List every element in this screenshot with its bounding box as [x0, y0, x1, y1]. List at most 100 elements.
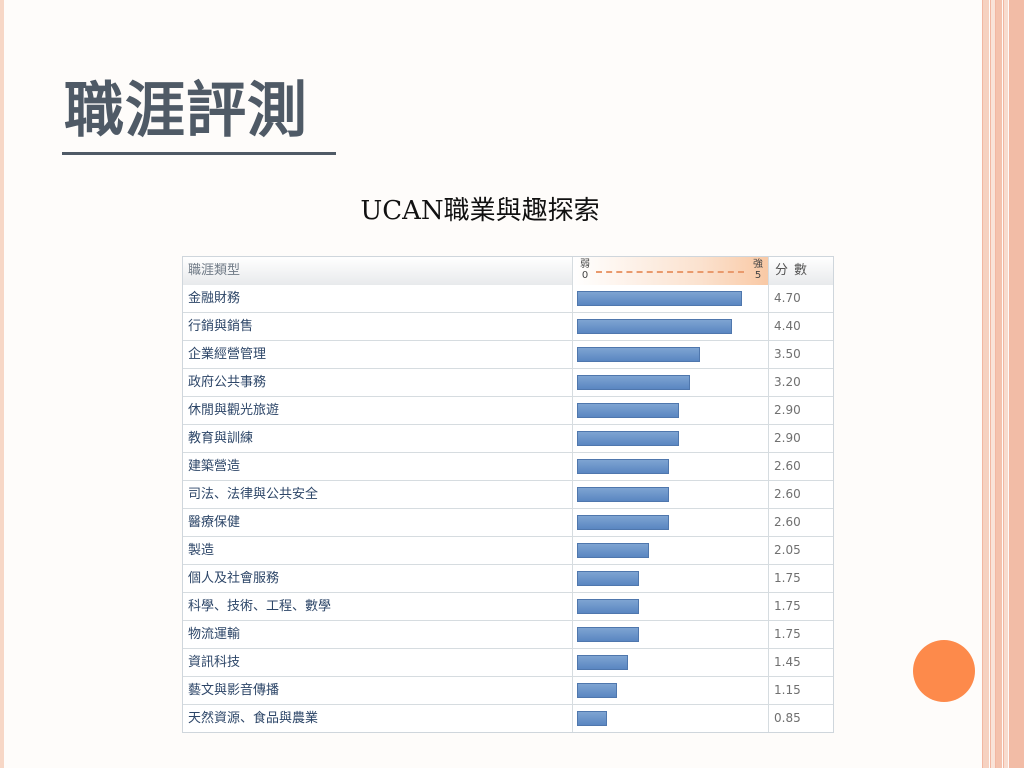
score-value: 2.90	[774, 431, 801, 445]
bar-cell	[573, 649, 769, 676]
table-row: 休閒與觀光旅遊 2.90	[183, 396, 833, 424]
table-row: 司法、法律與公共安全 2.60	[183, 480, 833, 508]
bar-cell	[573, 313, 769, 340]
scale-max-value: 5	[754, 270, 762, 281]
score-bar	[577, 319, 732, 334]
category-label: 醫療保健	[183, 509, 573, 536]
bar-cell	[573, 621, 769, 648]
scale-strong-label: 強 5	[753, 259, 763, 281]
table-row: 製造 2.05	[183, 536, 833, 564]
chart-title: UCAN職業與趣探索	[360, 196, 600, 226]
category-label: 個人及社會服務	[183, 565, 573, 592]
score-value: 1.45	[774, 655, 801, 669]
right-frame-stripe	[982, 0, 989, 768]
bar-cell	[573, 565, 769, 592]
score-bar	[577, 627, 639, 642]
bar-cell	[573, 285, 769, 312]
score-bar	[577, 459, 669, 474]
score-bar	[577, 403, 679, 418]
score-bar	[577, 487, 669, 502]
table-row: 藝文與影音傳播 1.15	[183, 676, 833, 704]
table-row: 物流運輸 1.75	[183, 620, 833, 648]
score-value: 1.75	[774, 599, 801, 613]
bar-cell	[573, 593, 769, 620]
score-value: 2.60	[774, 487, 801, 501]
bar-cell	[573, 425, 769, 452]
header-category: 職涯類型	[183, 257, 573, 285]
category-label: 教育與訓練	[183, 425, 573, 452]
score-bar	[577, 683, 617, 698]
table-row: 教育與訓練 2.90	[183, 424, 833, 452]
table-row: 金融財務 4.70	[183, 285, 833, 312]
right-frame-stripe	[1009, 0, 1024, 768]
scale-weak-text: 弱	[580, 259, 590, 270]
title-underline	[62, 152, 336, 155]
category-label: 企業經營管理	[183, 341, 573, 368]
career-score-table: 職涯類型 弱 0 強 5 分數 金融財務 4.70 行銷與銷售 4.40 企業經營管理 3…	[182, 256, 834, 733]
slide-title: 職涯評測	[64, 76, 308, 146]
score-value: 2.90	[774, 403, 801, 417]
table-body: 金融財務 4.70 行銷與銷售 4.40 企業經營管理 3.50 政府公共事務 3.20 休閒與…	[183, 285, 833, 732]
category-label: 建築營造	[183, 453, 573, 480]
bar-cell	[573, 481, 769, 508]
left-frame-stripe	[0, 0, 4, 768]
score-bar	[577, 347, 700, 362]
score-value: 2.60	[774, 459, 801, 473]
right-frame-stripe	[1003, 0, 1008, 768]
bar-cell	[573, 537, 769, 564]
scale-dashed-line	[596, 271, 744, 273]
category-label: 行銷與銷售	[183, 313, 573, 340]
score-value: 2.60	[774, 515, 801, 529]
category-label: 司法、法律與公共安全	[183, 481, 573, 508]
category-label: 物流運輸	[183, 621, 573, 648]
score-bar	[577, 543, 649, 558]
scale-strong-text: 強	[753, 259, 763, 270]
scale-min-value: 0	[581, 270, 589, 281]
table-row: 資訊科技 1.45	[183, 648, 833, 676]
bar-cell	[573, 453, 769, 480]
score-bar	[577, 711, 607, 726]
score-bar	[577, 515, 669, 530]
score-bar	[577, 375, 690, 390]
bar-cell	[573, 397, 769, 424]
bar-cell	[573, 705, 769, 732]
score-bar	[577, 599, 639, 614]
table-row: 科學、技術、工程、數學 1.75	[183, 592, 833, 620]
category-label: 科學、技術、工程、數學	[183, 593, 573, 620]
score-value: 2.05	[774, 543, 801, 557]
score-bar	[577, 655, 628, 670]
bar-cell	[573, 341, 769, 368]
table-row: 建築營造 2.60	[183, 452, 833, 480]
bar-cell	[573, 677, 769, 704]
score-value: 1.75	[774, 571, 801, 585]
table-row: 個人及社會服務 1.75	[183, 564, 833, 592]
score-value: 3.50	[774, 347, 801, 361]
table-row: 企業經營管理 3.50	[183, 340, 833, 368]
table-row: 天然資源、食品與農業 0.85	[183, 704, 833, 732]
category-label: 藝文與影音傳播	[183, 677, 573, 704]
right-frame-stripe	[990, 0, 995, 768]
category-label: 天然資源、食品與農業	[183, 705, 573, 732]
table-header-row: 職涯類型 弱 0 強 5 分數	[183, 257, 833, 285]
decorative-orange-circle	[913, 640, 975, 702]
category-label: 製造	[183, 537, 573, 564]
score-value: 0.85	[774, 711, 801, 725]
right-frame-stripe	[995, 0, 1002, 768]
scale-weak-label: 弱 0	[580, 259, 590, 281]
score-value: 4.40	[774, 319, 801, 333]
table-row: 醫療保健 2.60	[183, 508, 833, 536]
score-value: 1.75	[774, 627, 801, 641]
score-value: 1.15	[774, 683, 801, 697]
bar-cell	[573, 369, 769, 396]
table-row: 政府公共事務 3.20	[183, 368, 833, 396]
bar-cell	[573, 509, 769, 536]
category-label: 休閒與觀光旅遊	[183, 397, 573, 424]
header-score: 分數	[775, 263, 814, 278]
category-label: 金融財務	[183, 285, 573, 312]
score-value: 3.20	[774, 375, 801, 389]
table-row: 行銷與銷售 4.40	[183, 312, 833, 340]
score-value: 4.70	[774, 291, 801, 305]
score-bar	[577, 291, 742, 306]
header-scale: 弱 0 強 5	[573, 257, 769, 285]
score-bar	[577, 431, 679, 446]
